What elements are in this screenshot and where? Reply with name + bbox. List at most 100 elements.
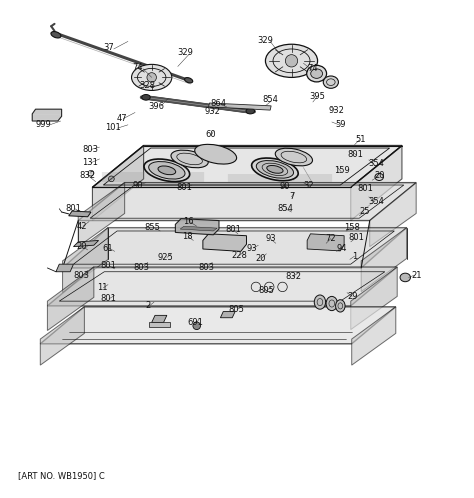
Circle shape <box>193 322 201 330</box>
Text: 801: 801 <box>357 184 373 193</box>
Polygon shape <box>40 307 84 365</box>
Polygon shape <box>180 226 217 231</box>
Ellipse shape <box>144 159 190 182</box>
Text: 803: 803 <box>73 270 90 279</box>
Text: 801: 801 <box>225 225 241 234</box>
Text: 801: 801 <box>176 183 192 192</box>
Text: 228: 228 <box>231 251 247 260</box>
Text: 60: 60 <box>206 130 216 139</box>
Text: 158: 158 <box>344 223 360 232</box>
Polygon shape <box>92 146 402 187</box>
Ellipse shape <box>265 44 318 77</box>
Polygon shape <box>361 228 407 292</box>
Text: 329: 329 <box>177 48 193 57</box>
Text: 864: 864 <box>210 99 226 108</box>
Polygon shape <box>149 323 170 327</box>
Text: 999: 999 <box>36 121 52 129</box>
Ellipse shape <box>171 150 208 168</box>
Text: 854: 854 <box>277 204 293 213</box>
Polygon shape <box>40 307 396 344</box>
Ellipse shape <box>246 108 255 114</box>
Text: 93: 93 <box>266 234 276 243</box>
Ellipse shape <box>311 69 322 78</box>
Text: 131: 131 <box>82 158 98 167</box>
Text: 354: 354 <box>368 159 384 168</box>
Text: 801: 801 <box>100 261 116 270</box>
Ellipse shape <box>158 166 176 175</box>
Polygon shape <box>47 267 94 331</box>
Text: 90: 90 <box>132 180 143 190</box>
Polygon shape <box>209 103 271 110</box>
Text: 59: 59 <box>335 120 346 129</box>
Text: 803: 803 <box>133 262 149 271</box>
Ellipse shape <box>275 148 312 166</box>
Ellipse shape <box>307 65 327 82</box>
Text: 832: 832 <box>80 171 96 180</box>
Text: 854: 854 <box>262 95 278 104</box>
Polygon shape <box>370 183 416 247</box>
Polygon shape <box>73 241 99 247</box>
Text: 855: 855 <box>145 223 161 232</box>
Text: 925: 925 <box>157 253 173 262</box>
Text: 18: 18 <box>182 232 192 241</box>
Text: 101: 101 <box>105 123 121 131</box>
Polygon shape <box>351 267 397 330</box>
Text: 7: 7 <box>289 192 294 201</box>
Text: 691: 691 <box>187 318 203 327</box>
Text: 801: 801 <box>100 294 116 303</box>
Ellipse shape <box>149 161 185 179</box>
Text: 395: 395 <box>310 92 326 101</box>
Text: 328: 328 <box>139 81 155 90</box>
Text: 25: 25 <box>360 207 370 216</box>
Text: 20: 20 <box>374 171 384 180</box>
Text: 72: 72 <box>326 234 336 243</box>
Ellipse shape <box>131 64 172 91</box>
Text: 803: 803 <box>82 145 98 154</box>
Text: 37: 37 <box>104 43 114 52</box>
Text: 396: 396 <box>148 102 164 111</box>
Ellipse shape <box>51 31 61 38</box>
Text: 20: 20 <box>255 254 266 263</box>
Text: 74: 74 <box>132 63 143 72</box>
Text: 47: 47 <box>117 114 128 123</box>
Text: 93: 93 <box>247 244 257 252</box>
Ellipse shape <box>142 95 150 100</box>
Text: 932: 932 <box>328 106 345 115</box>
Ellipse shape <box>252 158 298 181</box>
Ellipse shape <box>323 76 338 88</box>
Text: 90: 90 <box>279 182 290 191</box>
Text: 159: 159 <box>334 166 350 175</box>
Text: 32: 32 <box>304 180 314 190</box>
Text: 11: 11 <box>97 283 107 292</box>
Polygon shape <box>220 312 235 318</box>
Polygon shape <box>47 267 397 306</box>
Ellipse shape <box>314 295 326 309</box>
Circle shape <box>285 55 298 67</box>
Text: 2: 2 <box>145 301 151 310</box>
Text: 51: 51 <box>355 135 365 144</box>
Text: 801: 801 <box>65 204 82 213</box>
Text: 354: 354 <box>368 197 384 206</box>
Polygon shape <box>69 211 91 217</box>
Ellipse shape <box>195 144 237 164</box>
Polygon shape <box>352 307 396 365</box>
Text: 805: 805 <box>258 286 274 295</box>
Text: 16: 16 <box>183 217 194 226</box>
Polygon shape <box>152 315 167 323</box>
Polygon shape <box>307 234 344 251</box>
Polygon shape <box>203 234 246 251</box>
Text: 61: 61 <box>103 244 113 252</box>
Text: 329: 329 <box>257 36 273 45</box>
Ellipse shape <box>256 160 293 178</box>
Text: 20: 20 <box>76 242 87 251</box>
Ellipse shape <box>336 300 345 312</box>
Polygon shape <box>32 109 62 121</box>
Text: 94: 94 <box>337 244 347 252</box>
Text: 29: 29 <box>348 292 358 301</box>
Polygon shape <box>92 146 144 221</box>
Polygon shape <box>63 228 108 293</box>
Text: 803: 803 <box>198 262 214 271</box>
Text: 801: 801 <box>347 150 364 159</box>
Polygon shape <box>175 219 219 235</box>
Text: 42: 42 <box>76 222 87 231</box>
